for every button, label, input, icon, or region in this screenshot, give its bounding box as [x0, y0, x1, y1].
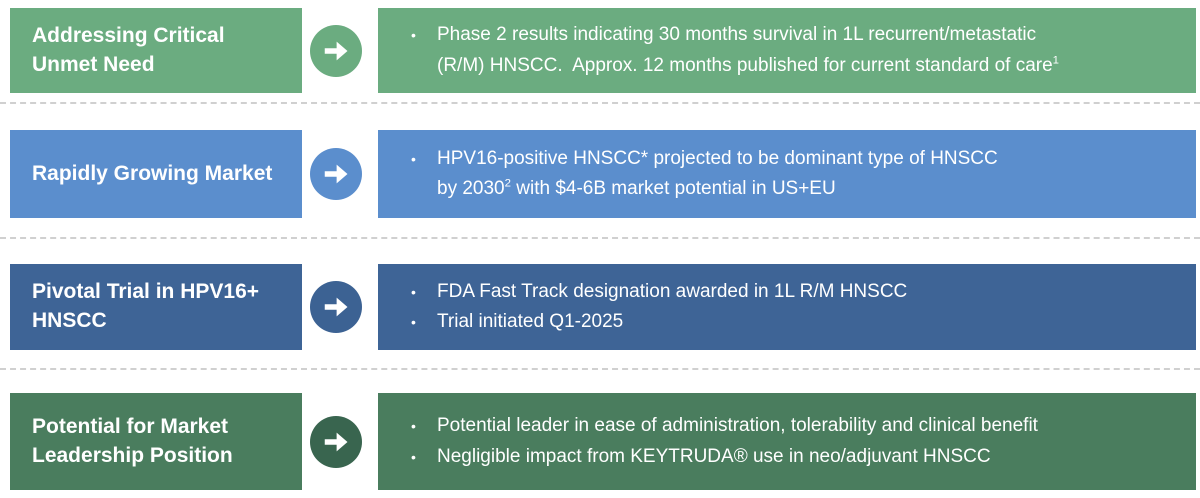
bullet-list: • FDA Fast Track designation awarded in 1…: [408, 277, 1182, 337]
right-arrow-icon: [324, 432, 348, 451]
bullet-item: • FDA Fast Track designation awarded in 1…: [408, 277, 1182, 307]
bullet-marker: •: [411, 448, 416, 465]
label-text: Pivotal Trial in HPV16+ HNSCC: [32, 278, 259, 336]
bullet-marker: •: [411, 150, 416, 167]
label-line: Addressing Critical: [32, 23, 225, 47]
label-line: Pivotal Trial in HPV16+: [32, 280, 260, 304]
bullet-text: Phase 2 results indicating 30 months sur…: [437, 24, 1059, 76]
content-box: • Phase 2 results indicating 30 months su…: [378, 8, 1196, 93]
bullet-text: Negligible impact from KEYTRUDA® use in …: [437, 445, 991, 467]
row-potential-for-market-leadership-position: Potential for Market Leadership Position …: [0, 393, 1200, 490]
bullet-item: • HPV16-positive HNSCC* projected to be d…: [408, 144, 1182, 204]
label-box: Potential for Market Leadership Position: [10, 393, 302, 490]
bullet-text: FDA Fast Track designation awarded in 1L…: [437, 280, 908, 302]
label-line: Unmet Need: [32, 52, 155, 76]
label-box: Pivotal Trial in HPV16+ HNSCC: [10, 264, 302, 350]
content-box: • Potential leader in ease of administrat…: [378, 393, 1196, 490]
bullet-marker: •: [411, 27, 416, 44]
row-separator: [0, 237, 1200, 239]
content-box: • HPV16-positive HNSCC* projected to be d…: [378, 130, 1196, 218]
bullet-item: • Trial initiated Q1-2025: [408, 307, 1182, 337]
label-text: Addressing Critical Unmet Need: [32, 22, 225, 80]
arrow-badge: [310, 281, 362, 333]
label-line: HNSCC: [32, 309, 107, 332]
bullet-item: • Phase 2 results indicating 30 months su…: [408, 20, 1182, 80]
bullet-marker: •: [411, 418, 416, 435]
right-arrow-icon: [324, 297, 348, 317]
label-box: Rapidly Growing Market: [10, 130, 302, 218]
label-box: Addressing Critical Unmet Need: [10, 8, 302, 93]
bullet-text: Trial initiated Q1-2025: [437, 311, 624, 332]
label-line: Potential for Market: [32, 414, 229, 438]
bullet-list: • Phase 2 results indicating 30 months su…: [408, 20, 1182, 80]
right-arrow-icon: [324, 41, 348, 60]
row-addressing-critical-unmet-need: Addressing Critical Unmet Need • Phase 2 r…: [0, 8, 1200, 93]
bullet-item: • Negligible impact from KEYTRUDA® use in…: [408, 442, 1182, 472]
arrow-badge: [310, 24, 362, 77]
row-rapidly-growing-market: Rapidly Growing Market • HPV16-positive H…: [0, 130, 1200, 218]
bullet-list: • HPV16-positive HNSCC* projected to be d…: [408, 144, 1182, 204]
right-arrow-icon: [324, 164, 348, 184]
bullet-item: • Potential leader in ease of administrat…: [408, 411, 1182, 441]
bullet-text: HPV16-positive HNSCC* projected to be do…: [437, 147, 998, 199]
bullet-marker: •: [411, 283, 416, 300]
bullet-list: • Potential leader in ease of administrat…: [408, 411, 1182, 471]
label-text: Potential for Market Leadership Position: [32, 413, 233, 471]
row-pivotal-trial-in-hpv16-hnscc: Pivotal Trial in HPV16+ HNSCC • FDA Fast T…: [0, 264, 1200, 350]
bullet-text: Potential leader in ease of administrati…: [437, 415, 1038, 437]
label-line: Rapidly Growing Market: [32, 161, 273, 185]
label-line: Leadership Position: [32, 443, 233, 467]
arrow-badge: [310, 415, 362, 468]
label-text: Rapidly Growing Market: [32, 160, 272, 189]
row-separator: [0, 368, 1200, 370]
row-separator: [0, 102, 1200, 104]
bullet-marker: •: [411, 314, 416, 330]
content-box: • FDA Fast Track designation awarded in 1…: [378, 264, 1196, 350]
arrow-badge: [310, 148, 362, 200]
